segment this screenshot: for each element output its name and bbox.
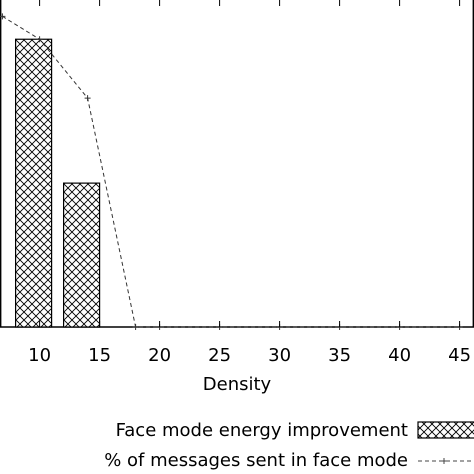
- legend-swatch-marker: [441, 458, 447, 464]
- x-tick-label-5: 35: [328, 345, 351, 366]
- bars-layer: [14, 38, 101, 328]
- legend-label-bars: Face mode energy improvement: [116, 420, 408, 441]
- bar-0: [14, 38, 53, 328]
- x-axis-ticks: 10 15 20 25 30 35 40 45: [28, 0, 471, 366]
- x-tick-label-3: 25: [208, 345, 231, 366]
- line-point-3: [132, 324, 139, 330]
- x-tick-label-2: 20: [148, 345, 171, 366]
- line-point-2: [84, 95, 91, 102]
- x-axis-title: Density: [203, 374, 272, 395]
- bar-1: [62, 182, 101, 328]
- x-tick-label-6: 40: [388, 345, 411, 366]
- x-tick-label-7: 45: [448, 345, 471, 366]
- series-line: [2, 15, 460, 328]
- legend-swatch-bars: [417, 421, 474, 439]
- x-tick-label-0: 10: [28, 345, 51, 366]
- x-tick-label-4: 30: [268, 345, 291, 366]
- legend: Face mode energy improvement % of messag…: [104, 420, 474, 471]
- x-tick-label-1: 15: [88, 345, 111, 366]
- line-point-0: [0, 13, 6, 20]
- line-point-1: [36, 36, 43, 43]
- legend-label-line: % of messages sent in face mode: [104, 450, 408, 471]
